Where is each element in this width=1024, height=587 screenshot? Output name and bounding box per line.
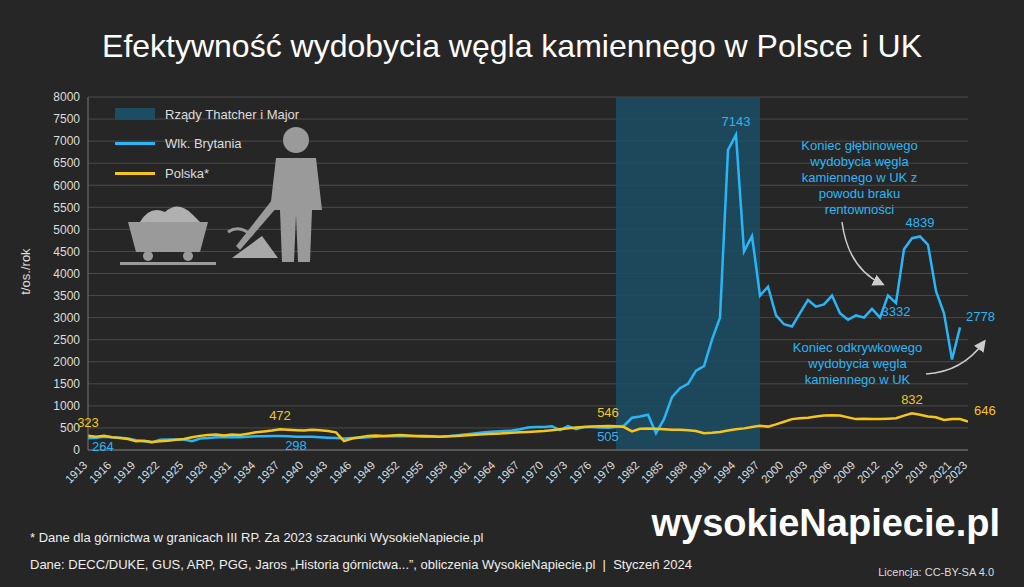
svg-text:1973: 1973 <box>543 459 570 486</box>
svg-text:1967: 1967 <box>495 459 522 486</box>
svg-text:1991: 1991 <box>687 459 714 486</box>
svg-text:2000: 2000 <box>53 355 80 369</box>
svg-text:298: 298 <box>285 438 307 453</box>
svg-text:1970: 1970 <box>519 459 546 486</box>
svg-text:1913: 1913 <box>63 459 90 486</box>
svg-text:1919: 1919 <box>111 459 138 486</box>
svg-text:2003: 2003 <box>783 459 810 486</box>
svg-text:5000: 5000 <box>53 223 80 237</box>
svg-text:7143: 7143 <box>722 114 751 129</box>
svg-text:6500: 6500 <box>53 156 80 170</box>
svg-text:1958: 1958 <box>423 459 450 486</box>
svg-text:832: 832 <box>901 392 923 407</box>
svg-text:472: 472 <box>269 408 291 423</box>
svg-text:4500: 4500 <box>53 245 80 259</box>
svg-text:323: 323 <box>77 415 99 430</box>
svg-text:2006: 2006 <box>807 459 834 486</box>
svg-text:0: 0 <box>73 443 80 457</box>
svg-text:2018: 2018 <box>903 459 930 486</box>
svg-text:1949: 1949 <box>351 459 378 486</box>
svg-text:1922: 1922 <box>135 459 162 486</box>
svg-text:2000: 2000 <box>759 459 786 486</box>
svg-text:1985: 1985 <box>639 459 666 486</box>
svg-text:7500: 7500 <box>53 112 80 126</box>
svg-text:2778: 2778 <box>966 309 995 324</box>
svg-text:2012: 2012 <box>855 459 882 486</box>
svg-text:5500: 5500 <box>53 201 80 215</box>
html-text:Licencja: CC-BY-SA 4.0: Licencja: CC-BY-SA 4.0 <box>878 566 994 578</box>
html-text:Wlk. Brytania: Wlk. Brytania <box>165 135 242 151</box>
html-text:Efektywność wydobycia węgla ka: Efektywność wydobycia węgla kamiennego w… <box>102 28 922 64</box>
svg-text:2015: 2015 <box>879 459 906 486</box>
svg-text:1925: 1925 <box>159 459 186 486</box>
svg-text:1916: 1916 <box>87 459 114 486</box>
svg-text:1964: 1964 <box>471 459 498 486</box>
svg-text:2500: 2500 <box>53 333 80 347</box>
svg-text:1952: 1952 <box>375 459 402 486</box>
svg-text:505: 505 <box>597 429 619 444</box>
svg-text:646: 646 <box>974 403 996 418</box>
svg-text:6000: 6000 <box>53 179 80 193</box>
html-text:Rządy Thatcher i Major: Rządy Thatcher i Major <box>165 106 300 122</box>
svg-text:1931: 1931 <box>207 459 234 486</box>
svg-text:264: 264 <box>92 439 114 454</box>
svg-text:4000: 4000 <box>53 267 80 281</box>
html-text:Koniec głębinowego wydobycia w: Koniec głębinowego wydobycia węgla kamie… <box>801 138 918 217</box>
svg-text:1961: 1961 <box>447 459 474 486</box>
html-text:Dane: DECC/DUKE, GUS, ARP, PGG: Dane: DECC/DUKE, GUS, ARP, PGG, Jaros „H… <box>30 557 692 572</box>
svg-text:8000: 8000 <box>53 90 80 104</box>
svg-text:3000: 3000 <box>53 311 80 325</box>
html-text:t/os./rok: t/os./rok <box>17 248 33 295</box>
svg-text:1994: 1994 <box>711 459 738 486</box>
html-text:wysokieNapiecie.pl: wysokieNapiecie.pl <box>651 502 1000 544</box>
svg-text:3500: 3500 <box>53 289 80 303</box>
svg-text:1976: 1976 <box>567 459 594 486</box>
svg-text:1982: 1982 <box>615 459 642 486</box>
svg-text:1934: 1934 <box>231 459 258 486</box>
svg-text:1946: 1946 <box>327 459 354 486</box>
svg-text:546: 546 <box>597 405 619 420</box>
svg-text:2009: 2009 <box>831 459 858 486</box>
svg-text:2023: 2023 <box>943 459 970 486</box>
svg-text:7000: 7000 <box>53 134 80 148</box>
html-text:Koniec odkrywkowego wydobycia: Koniec odkrywkowego wydobycia węgla kami… <box>792 340 923 387</box>
svg-text:1940: 1940 <box>279 459 306 486</box>
html-text:* Dane dla górnictwa w granica: * Dane dla górnictwa w granicach III RP.… <box>30 530 484 545</box>
svg-text:3332: 3332 <box>882 304 911 319</box>
svg-text:500: 500 <box>60 421 80 436</box>
html-text:Polska*: Polska* <box>165 165 210 181</box>
svg-text:4839: 4839 <box>906 215 935 230</box>
svg-text:1928: 1928 <box>183 459 210 486</box>
svg-text:2021: 2021 <box>926 458 954 486</box>
svg-text:1943: 1943 <box>303 459 330 486</box>
svg-text:1955: 1955 <box>399 459 426 486</box>
svg-text:1500: 1500 <box>53 377 80 391</box>
svg-text:1000: 1000 <box>53 399 80 413</box>
svg-text:1979: 1979 <box>591 459 618 486</box>
svg-text:1997: 1997 <box>735 459 762 486</box>
svg-text:1988: 1988 <box>663 459 690 486</box>
svg-text:1937: 1937 <box>255 459 282 486</box>
